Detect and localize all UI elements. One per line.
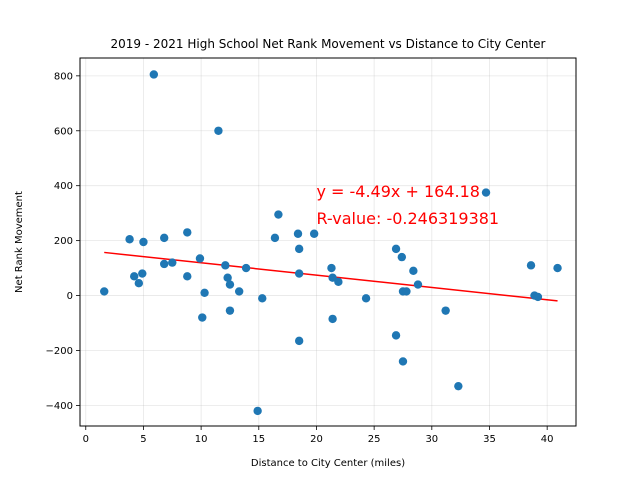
y-axis-label: Net Rank Movement: [14, 191, 25, 293]
data-point: [526, 261, 536, 270]
data-point: [361, 294, 371, 303]
data-point: [309, 229, 319, 238]
data-point: [130, 272, 139, 281]
y-tick-label: −400: [46, 401, 73, 412]
data-point: [241, 263, 251, 273]
plot-frame: [79, 57, 577, 427]
data-point: [391, 331, 401, 340]
y-axis-ticks: −400 −200 0 200 400 600 800: [46, 71, 80, 412]
x-tick-label: 25: [368, 434, 381, 445]
data-point: [183, 272, 192, 281]
data-point: [160, 259, 169, 269]
data-point: [258, 294, 267, 303]
data-point: [183, 228, 192, 237]
data-point: [328, 314, 337, 324]
data-point: [270, 233, 280, 243]
data-point: [195, 254, 205, 263]
data-point: [198, 313, 207, 322]
data-point: [409, 266, 418, 276]
y-tick-label: 0: [67, 291, 73, 302]
data-point: [274, 210, 283, 219]
data-point: [223, 273, 232, 282]
chart-title: 2019 - 2021 High School Net Rank Movemen…: [111, 37, 546, 51]
data-point: [168, 258, 177, 267]
x-tick-label: 40: [541, 434, 554, 445]
data-point: [454, 381, 463, 391]
data-point: [253, 406, 262, 416]
y-tick-label: 400: [54, 181, 73, 192]
y-tick-label: −200: [46, 346, 73, 357]
x-tick-label: 10: [195, 434, 208, 445]
x-tick-label: 0: [83, 434, 89, 445]
data-point: [214, 126, 223, 135]
data-point: [138, 269, 147, 278]
data-point: [397, 252, 407, 262]
x-tick-label: 30: [425, 434, 438, 445]
data-point: [225, 306, 235, 315]
x-axis-ticks: 0 5 10 15 20 25 30 35 40: [83, 426, 554, 445]
y-tick-label: 800: [54, 71, 73, 82]
x-tick-label: 20: [310, 434, 323, 445]
data-point: [533, 292, 543, 302]
data-point: [391, 244, 401, 254]
grid-lines: [80, 58, 576, 426]
y-tick-label: 200: [54, 236, 73, 247]
data-point: [413, 280, 423, 289]
data-point: [234, 287, 244, 296]
data-point: [402, 287, 411, 296]
r-value-label: R-value: -0.246319381: [316, 209, 499, 228]
data-point: [334, 277, 343, 287]
data-point: [149, 70, 159, 79]
x-tick-label: 35: [483, 434, 496, 445]
data-point: [221, 261, 230, 270]
data-point: [160, 233, 169, 243]
y-tick-label: 600: [54, 126, 73, 137]
data-point: [294, 244, 304, 254]
data-point: [294, 269, 304, 278]
data-point: [139, 237, 148, 247]
x-tick-label: 5: [140, 434, 146, 445]
data-point: [327, 263, 336, 273]
data-point: [100, 287, 109, 296]
data-point: [441, 306, 450, 315]
data-point: [125, 235, 134, 244]
x-axis-label: Distance to City Center (miles): [251, 458, 405, 469]
data-point: [293, 229, 303, 238]
data-point: [134, 278, 144, 288]
data-point: [481, 188, 491, 197]
data-point: [225, 280, 235, 289]
data-point: [200, 288, 209, 298]
x-tick-label: 15: [252, 434, 265, 445]
data-point: [294, 336, 304, 346]
data-point: [398, 357, 408, 366]
data-point: [553, 263, 562, 273]
regression-equation: y = -4.49x + 164.18: [316, 182, 479, 201]
data-points: [100, 70, 562, 416]
